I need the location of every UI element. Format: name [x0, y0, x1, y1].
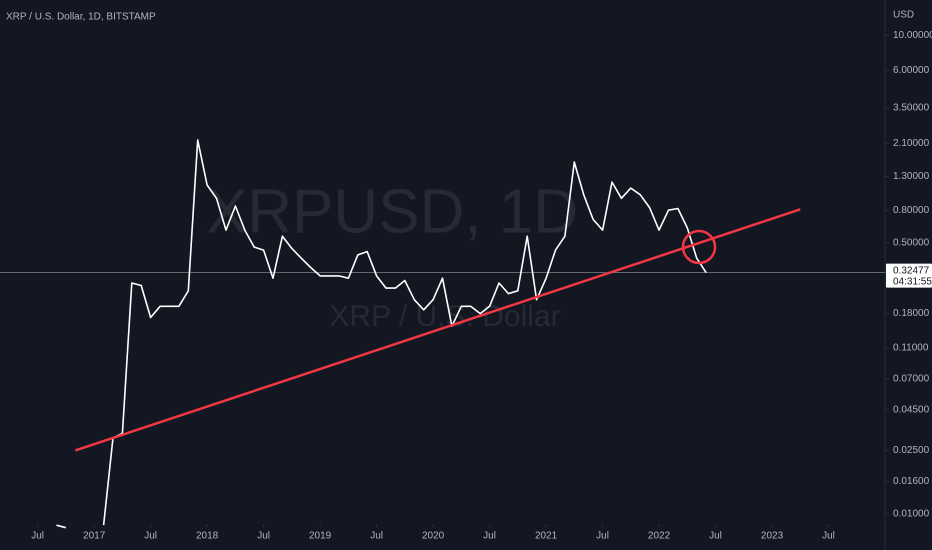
highlight-circle — [681, 229, 717, 265]
x-tick-label: 2018 — [196, 531, 219, 542]
x-tick-label: 2022 — [648, 531, 671, 542]
y-tick-label: 0.04500 — [893, 404, 930, 415]
y-tick-label: 0.80000 — [893, 205, 930, 216]
x-tick-label: Jul — [822, 531, 835, 542]
chart-title: XRP / U.S. Dollar, 1D, BITSTAMP — [6, 12, 156, 23]
x-tick-label: Jul — [709, 531, 722, 542]
y-unit: USD — [893, 10, 914, 21]
price-line — [56, 139, 707, 529]
countdown: 04:31:55 — [893, 276, 932, 287]
watermark-symbol: XRPUSD, 1D — [206, 177, 578, 246]
last-price-label: 0.32477 — [893, 265, 930, 276]
x-tick-label: Jul — [257, 531, 270, 542]
trendline — [74, 208, 801, 452]
x-tick-label: Jul — [31, 531, 44, 542]
x-tick-label: Jul — [483, 531, 496, 542]
y-tick-label: 0.50000 — [893, 237, 930, 248]
x-tick-label: 2019 — [309, 531, 332, 542]
y-tick-label: 1.30000 — [893, 171, 930, 182]
y-tick-label: 0.02500 — [893, 445, 930, 456]
x-tick-label: 2021 — [535, 531, 558, 542]
y-tick-label: 0.18000 — [893, 308, 930, 319]
x-tick-label: Jul — [596, 531, 609, 542]
y-tick-label: 3.50000 — [893, 103, 930, 114]
watermark: XRPUSD, 1D XRP / U.S. Dollar — [206, 177, 578, 333]
y-tick-label: 10.00000 — [893, 30, 932, 41]
y-tick-label: 0.07000 — [893, 374, 930, 385]
y-tick-label: 6.00000 — [893, 65, 930, 76]
x-tick-label: Jul — [144, 531, 157, 542]
y-tick-label: 0.01600 — [893, 476, 930, 487]
price-label-box — [886, 263, 932, 288]
x-tick-label: 2017 — [83, 531, 106, 542]
x-tick-label: 2023 — [761, 531, 784, 542]
x-tick-label: Jul — [370, 531, 383, 542]
y-tick-label: 2.10000 — [893, 138, 930, 149]
x-tick-label: 2020 — [422, 531, 445, 542]
y-tick-label: 0.01000 — [893, 509, 930, 520]
y-tick-label: 0.11000 — [893, 342, 929, 353]
